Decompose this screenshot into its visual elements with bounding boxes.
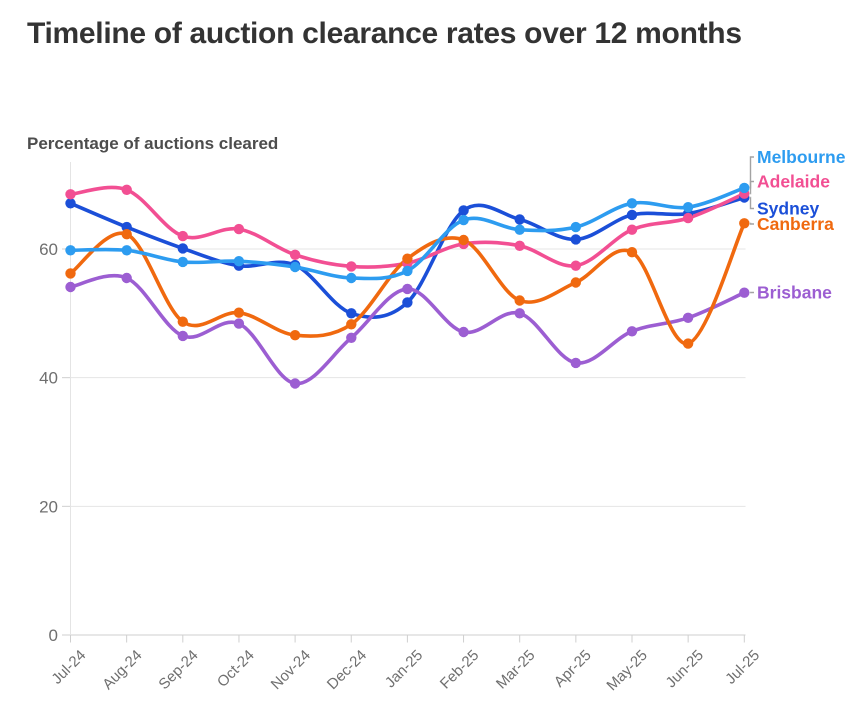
chart-title: Timeline of auction clearance rates over… bbox=[27, 17, 742, 50]
data-point bbox=[514, 295, 525, 306]
legend-connector-canberra bbox=[749, 222, 754, 225]
data-point bbox=[346, 308, 357, 319]
x-tick-label: May-25 bbox=[603, 647, 650, 694]
x-tick-label: Dec-24 bbox=[324, 647, 370, 693]
data-point bbox=[233, 256, 245, 267]
data-point bbox=[289, 330, 301, 341]
x-tick-label: Aug-24 bbox=[99, 647, 145, 693]
legend-label-melbourne: Melbourne bbox=[757, 150, 846, 167]
data-point bbox=[233, 307, 245, 318]
data-point bbox=[289, 249, 301, 260]
data-point bbox=[346, 319, 357, 330]
data-point bbox=[458, 214, 469, 226]
series-points-brisbane bbox=[65, 272, 750, 389]
data-point bbox=[626, 198, 638, 209]
data-point bbox=[514, 308, 525, 319]
data-point bbox=[570, 277, 581, 288]
data-point bbox=[65, 268, 76, 279]
data-point bbox=[402, 283, 413, 295]
data-point bbox=[514, 224, 525, 235]
legend-label-adelaide: Adelaide bbox=[757, 172, 830, 192]
data-point bbox=[570, 234, 581, 245]
x-tick-label: Mar-25 bbox=[493, 647, 539, 693]
data-point bbox=[233, 223, 245, 235]
x-tick-label: Jan-25 bbox=[382, 647, 426, 691]
x-axis: Jul-24 Aug-24 Sep-24 Oct-24 Nov-24 Dec-24 Jan-… bbox=[48, 635, 763, 694]
x-tick-label: Oct-24 bbox=[214, 647, 258, 691]
data-point bbox=[65, 281, 76, 293]
line-chart: 0 20 40 60 Jul-24 Aug-24 Sep-24 Oct-24 Nov-24 Dec… bbox=[0, 147, 866, 718]
data-point bbox=[458, 234, 469, 246]
series-points-melbourne bbox=[65, 182, 750, 284]
data-point bbox=[739, 287, 750, 298]
data-point bbox=[402, 297, 413, 308]
data-point bbox=[402, 253, 413, 264]
data-point bbox=[514, 214, 525, 225]
legend-label-brisbane: Brisbane bbox=[757, 283, 832, 303]
y-tick-label: 20 bbox=[39, 497, 58, 516]
data-point bbox=[177, 330, 188, 342]
data-point bbox=[739, 182, 750, 194]
data-point bbox=[514, 240, 525, 251]
x-tick-label: Jul-24 bbox=[48, 647, 89, 688]
data-point bbox=[121, 245, 132, 256]
chart-subtitle: Percentage of auctions cleared bbox=[27, 134, 279, 153]
data-point bbox=[570, 221, 581, 233]
data-point bbox=[233, 318, 245, 329]
x-tick-label: Sep-24 bbox=[155, 647, 201, 693]
data-point bbox=[289, 378, 301, 389]
y-tick-label: 0 bbox=[49, 626, 58, 645]
data-point bbox=[121, 184, 132, 195]
y-tick-label: 60 bbox=[39, 240, 58, 259]
data-point bbox=[177, 243, 188, 254]
data-point bbox=[402, 265, 413, 277]
legend-label-sydney: Sydney bbox=[757, 199, 820, 219]
data-point bbox=[346, 261, 357, 272]
x-tick-label: Feb-25 bbox=[437, 647, 483, 693]
data-point bbox=[626, 326, 638, 337]
data-point bbox=[739, 218, 750, 229]
data-point bbox=[65, 245, 76, 256]
data-point bbox=[626, 224, 638, 235]
data-point bbox=[177, 316, 188, 327]
legend-connector-sydney bbox=[749, 196, 754, 210]
data-point bbox=[346, 272, 357, 284]
data-point bbox=[626, 247, 638, 258]
data-point bbox=[346, 332, 357, 343]
series-points-canberra bbox=[65, 218, 750, 349]
x-tick-label: Nov-24 bbox=[268, 647, 314, 693]
y-axis: 0 20 40 60 bbox=[39, 162, 746, 645]
data-point bbox=[458, 326, 469, 338]
data-point bbox=[682, 212, 694, 224]
x-tick-label: Apr-25 bbox=[551, 647, 595, 691]
data-point bbox=[65, 198, 76, 209]
data-point bbox=[682, 338, 694, 349]
data-point bbox=[177, 230, 188, 242]
data-point bbox=[458, 205, 469, 216]
data-point bbox=[682, 202, 694, 213]
data-point bbox=[682, 312, 694, 323]
legend-connector-adelaide bbox=[749, 180, 754, 195]
data-point bbox=[289, 261, 301, 273]
data-point bbox=[177, 256, 188, 268]
data-point bbox=[121, 272, 132, 284]
y-tick-label: 40 bbox=[39, 369, 58, 388]
data-point bbox=[570, 357, 581, 369]
data-point bbox=[626, 209, 638, 221]
data-point bbox=[65, 189, 76, 200]
data-point bbox=[121, 229, 132, 240]
x-tick-label: Jul-25 bbox=[722, 647, 763, 688]
x-tick-label: Jun-25 bbox=[663, 647, 707, 691]
line-chart-svg: 0 20 40 60 Jul-24 Aug-24 Sep-24 Oct-24 Nov-24 Dec… bbox=[39, 147, 846, 694]
data-point bbox=[570, 260, 581, 271]
legend-label-canberra: Canberra bbox=[757, 214, 834, 234]
